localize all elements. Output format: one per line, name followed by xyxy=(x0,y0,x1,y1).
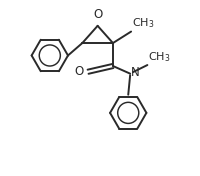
Text: O: O xyxy=(93,8,102,21)
Text: CH$_3$: CH$_3$ xyxy=(147,50,170,64)
Text: CH$_3$: CH$_3$ xyxy=(131,16,154,30)
Text: O: O xyxy=(74,65,83,78)
Text: N: N xyxy=(130,66,139,79)
